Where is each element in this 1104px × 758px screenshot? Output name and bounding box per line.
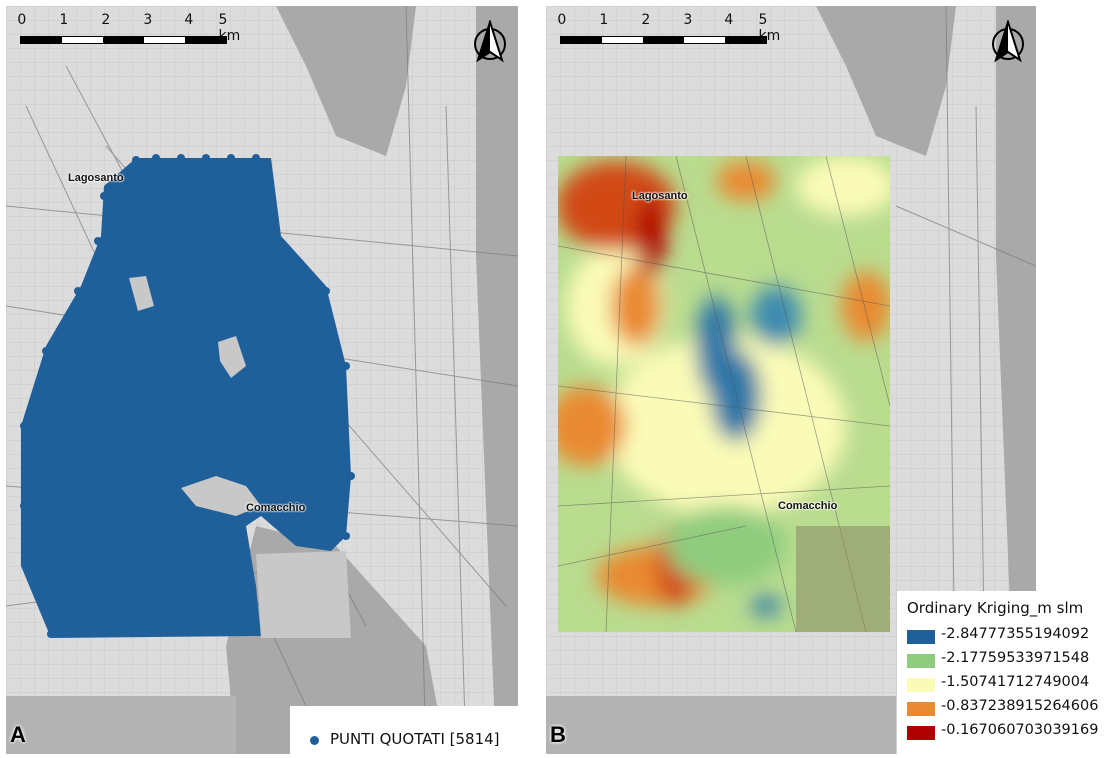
legend-swatch [907, 702, 935, 716]
legend-swatch [907, 726, 935, 740]
place-label-lagosanto: Lagosanto [68, 172, 124, 184]
legend-value: -1.50741712749004 [941, 674, 1090, 690]
valli-overlay [796, 526, 890, 632]
scale-label-3: 3 [143, 12, 153, 28]
scale-bar-track [20, 36, 227, 44]
legend-swatch [907, 654, 935, 668]
legend-swatch [907, 630, 935, 644]
scale-label-2: 2 [641, 12, 651, 28]
bottom-area [6, 696, 236, 754]
lagoon-area [816, 6, 956, 156]
scale-label-2: 2 [101, 12, 111, 28]
point-edge-dots [20, 154, 355, 638]
points-coverage [21, 158, 351, 638]
legend-kriging-title: Ordinary Kriging_m slm [907, 599, 1084, 617]
scale-label-0: 0 [17, 12, 27, 28]
legend-points: PUNTI QUOTATI [5814] [290, 706, 518, 758]
north-arrow-icon [474, 20, 506, 63]
scale-bar: 0 1 2 3 4 5 km [557, 12, 780, 52]
scale-bar: 0 1 2 3 4 5 km [17, 12, 240, 52]
gaps-in-coverage [129, 276, 351, 638]
panel-letter-b: B [550, 722, 566, 747]
scale-label-4: 4 [184, 12, 194, 28]
scale-label-1: 1 [599, 12, 609, 28]
north-arrow-icon [992, 20, 1024, 63]
lagoon-area [276, 6, 416, 156]
legend-points-label: PUNTI QUOTATI [5814] [330, 730, 500, 748]
place-label-comacchio: Comacchio [778, 500, 838, 512]
legend-value: -0.167060703039169 [941, 722, 1099, 738]
place-label-comacchio: Comacchio [246, 502, 306, 514]
scale-label-0: 0 [557, 12, 567, 28]
kriging-raster [558, 156, 890, 632]
scale-label-3: 3 [683, 12, 693, 28]
sea-area [996, 6, 1036, 754]
place-label-lagosanto: Lagosanto [632, 190, 688, 202]
bottom-area [546, 696, 896, 754]
panel-letter-a: A [10, 722, 26, 747]
legend-value: -2.17759533971548 [941, 650, 1090, 666]
basemap-a [6, 6, 518, 754]
point-symbol-icon [310, 736, 319, 745]
scale-label-1: 1 [59, 12, 69, 28]
map-panel-a: 0 1 2 3 4 5 km Lagosanto Comacchio A [6, 6, 518, 754]
legend-swatch [907, 678, 935, 692]
legend-value: -2.84777355194092 [941, 626, 1090, 642]
scale-label-4: 4 [724, 12, 734, 28]
scale-bar-track [560, 36, 767, 44]
sea-area [476, 6, 518, 754]
legend-kriging: Ordinary Kriging_m slm -2.84777355194092… [897, 591, 1104, 758]
legend-value: -0.837238915264606 [941, 698, 1099, 714]
